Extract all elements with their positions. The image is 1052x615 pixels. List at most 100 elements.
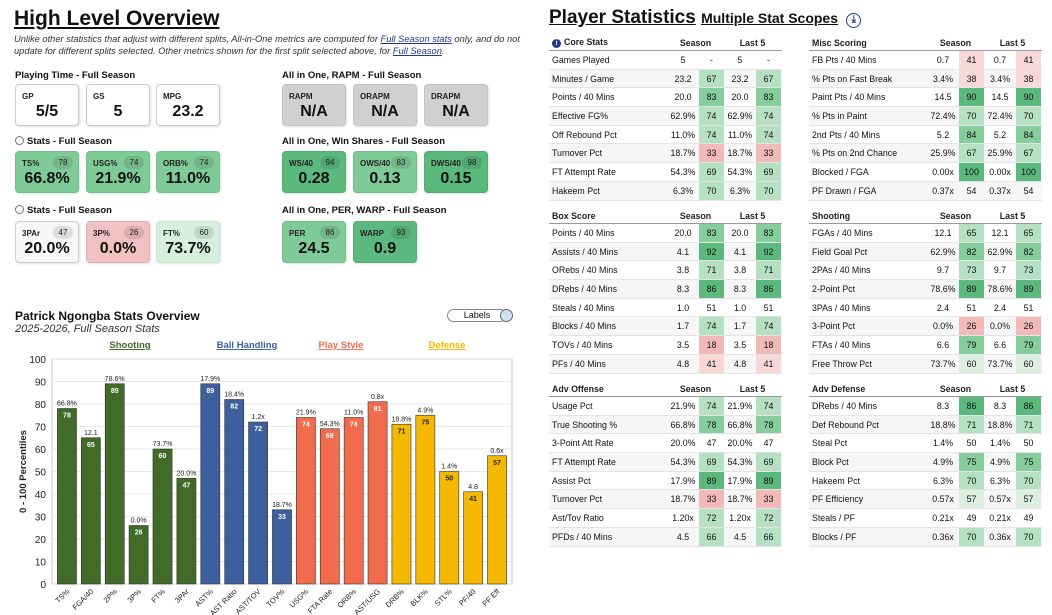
card-label: 3P% xyxy=(93,229,110,238)
season-value: 4.8 xyxy=(676,358,690,369)
card-ows40: OWS/40 83 0.13 xyxy=(353,151,417,193)
last5-percentile: 83 xyxy=(756,224,781,242)
last5-percentile: 54 xyxy=(1023,185,1034,196)
download-icon[interactable]: ⤓ xyxy=(846,13,862,28)
table-title-text: Adv Offense xyxy=(552,383,604,394)
bar-percentile-label: 81 xyxy=(374,406,382,413)
table-title-text: Shooting xyxy=(812,210,851,221)
table-title: Shooting xyxy=(809,211,927,221)
y-tick-label: 20 xyxy=(35,535,47,546)
table-body: FGAs / 40 Mins 12.1 65 12.1 65 Field Goal Pct… xyxy=(809,224,1042,374)
card-label: FT% xyxy=(163,229,180,238)
last5-percentile: 41 xyxy=(756,354,781,373)
last5-value: 0.57x xyxy=(989,494,1011,505)
last5-percentile: 69 xyxy=(756,163,781,181)
card-label: ORB% xyxy=(163,159,188,168)
section-stats-2[interactable]: Stats - Full Season xyxy=(15,205,112,216)
note-link-full-season[interactable]: Full Season xyxy=(392,45,442,56)
last5-value: 8.3 xyxy=(733,283,747,294)
y-tick-label: 70 xyxy=(35,423,47,434)
last5-percentile: 51 xyxy=(1023,302,1034,313)
y-tick-label: 30 xyxy=(35,513,47,524)
radio-icon[interactable] xyxy=(15,205,24,214)
last5-percentile: 74 xyxy=(756,317,781,336)
season-percentile: 100 xyxy=(959,163,984,181)
table-row: Turnover Pct 18.7% 33 18.7% 33 xyxy=(549,144,782,164)
table-row: ORebs / 40 Mins 3.8 71 3.8 71 xyxy=(549,261,782,281)
stat-name: PFDs / 40 Mins xyxy=(552,531,613,542)
x-tick-label: USG% xyxy=(288,587,311,610)
radio-icon[interactable] xyxy=(15,136,24,145)
bar-data-label: 73.7% xyxy=(153,441,173,448)
season-value: 62.9% xyxy=(670,110,696,121)
x-tick-label: TOV% xyxy=(265,587,287,609)
stat-name: 2-Point Pct xyxy=(812,283,856,294)
stat-name: Off Rebound Pct xyxy=(552,129,617,140)
table-title-text: Box Score xyxy=(552,210,596,221)
table-header: i Core Stats Season Last 5 xyxy=(549,35,782,51)
stat-table-core-stats: i Core Stats Season Last 5 Games Played 5 - 5 - M… xyxy=(549,35,782,201)
card-label: GP xyxy=(22,92,34,101)
bar-percentile-label: 89 xyxy=(206,388,214,395)
season-percentile: 92 xyxy=(699,242,724,261)
card-value: 0.15 xyxy=(440,170,472,187)
last5-value: 0.0% xyxy=(989,321,1011,332)
stat-name: Games Played xyxy=(552,54,610,65)
card-label: RAPM xyxy=(289,92,313,101)
last5-percentile: 71 xyxy=(1016,415,1041,434)
note-link-full-season-stats[interactable]: Full Season stats xyxy=(380,34,452,44)
season-value: 21.9% xyxy=(670,400,696,411)
last5-value: 1.7 xyxy=(733,321,747,332)
season-value: 6.3% xyxy=(672,185,694,196)
season-value: 3.4% xyxy=(932,73,954,84)
table-row: Hakeem Pct 6.3% 70 6.3% 70 xyxy=(549,181,782,201)
last5-percentile: 89 xyxy=(1016,280,1041,298)
bar-percentile-label: 74 xyxy=(302,422,310,429)
player-stats-title-text: Player Statistics xyxy=(549,7,696,28)
stat-name: Field Goal Pct xyxy=(812,246,868,257)
table-body: Games Played 5 - 5 - Minutes / Game 23.2 67 23.2… xyxy=(549,51,782,201)
season-value: 0.36x xyxy=(932,531,954,542)
season-percentile: 71 xyxy=(959,415,984,434)
card-label: TS% xyxy=(22,159,40,168)
last5-percentile: 66 xyxy=(756,527,781,546)
season-percentile: 70 xyxy=(959,527,984,546)
table-row: PF Efficiency 0.57x 57 0.57x 57 xyxy=(809,490,1042,510)
card-gs: GS 5 xyxy=(86,84,150,126)
last5-percentile: 72 xyxy=(756,509,781,527)
card-label: ORAPM xyxy=(360,92,390,101)
col-season: Season xyxy=(939,210,972,221)
stat-name: Minutes / Game xyxy=(552,73,615,84)
section-stats-1[interactable]: Stats - Full Season xyxy=(15,136,112,147)
info-icon[interactable]: i xyxy=(552,39,561,48)
table-row: 2-Point Pct 78.6% 89 78.6% 89 xyxy=(809,280,1042,299)
card-mpg: MPG 23.2 xyxy=(156,84,220,126)
season-value: 2.4 xyxy=(936,302,950,313)
card-value: N/A xyxy=(371,103,399,120)
season-value: 0.37x xyxy=(932,185,954,196)
season-percentile: 51 xyxy=(966,302,977,313)
stat-name: Ast/Tov Ratio xyxy=(552,512,604,523)
table-row: PFDs / 40 Mins 4.5 66 4.5 66 xyxy=(549,527,782,547)
season-value: 54.3% xyxy=(670,456,696,467)
season-percentile: 86 xyxy=(959,397,984,415)
card-percentile: 78 xyxy=(53,156,73,169)
table-row: Minutes / Game 23.2 67 23.2 67 xyxy=(549,69,782,89)
season-value: 20.0 xyxy=(674,227,692,238)
season-value: 18.8% xyxy=(930,419,956,430)
stat-name: Hakeem Pct xyxy=(552,185,600,196)
table-title: Adv Defense xyxy=(809,384,927,394)
x-tick-label: AST/USG xyxy=(352,587,382,615)
last5-percentile: 79 xyxy=(1016,336,1041,354)
season-value: 54.3% xyxy=(670,166,696,177)
card-ft: FT% 60 73.7% xyxy=(156,221,220,263)
last5-percentile: 49 xyxy=(1023,513,1034,524)
labels-button[interactable]: Labels xyxy=(447,309,507,322)
last5-value: 0.37x xyxy=(989,185,1011,196)
section-win-shares: All in One, Win Shares - Full Season xyxy=(282,136,446,147)
card-percentile: 47 xyxy=(53,226,73,239)
season-percentile: 70 xyxy=(959,107,984,125)
labels-toggle[interactable] xyxy=(500,309,513,322)
season-percentile: 41 xyxy=(959,51,984,69)
legend-defense: Defense xyxy=(429,340,466,351)
